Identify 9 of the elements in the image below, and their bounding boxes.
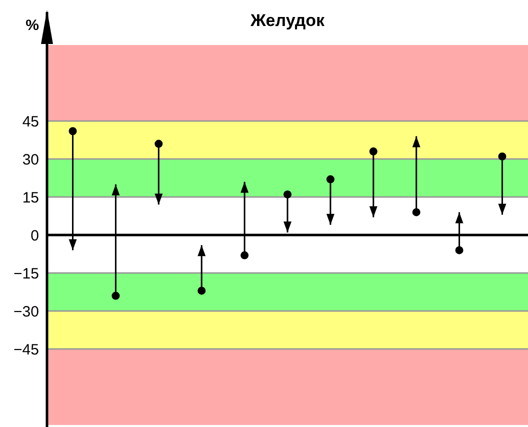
y-tick-label: −30 <box>14 303 39 320</box>
y-tick-label: 0 <box>30 227 39 244</box>
y-tick-label: 45 <box>22 113 39 130</box>
y-tick-label: 15 <box>22 189 39 206</box>
y-tick-label: −15 <box>14 265 39 282</box>
y-tick-label: 30 <box>22 151 39 168</box>
chart-title: Желудок <box>249 11 326 30</box>
y-tick-label: −45 <box>14 341 39 358</box>
y-axis-title: % <box>26 17 39 34</box>
